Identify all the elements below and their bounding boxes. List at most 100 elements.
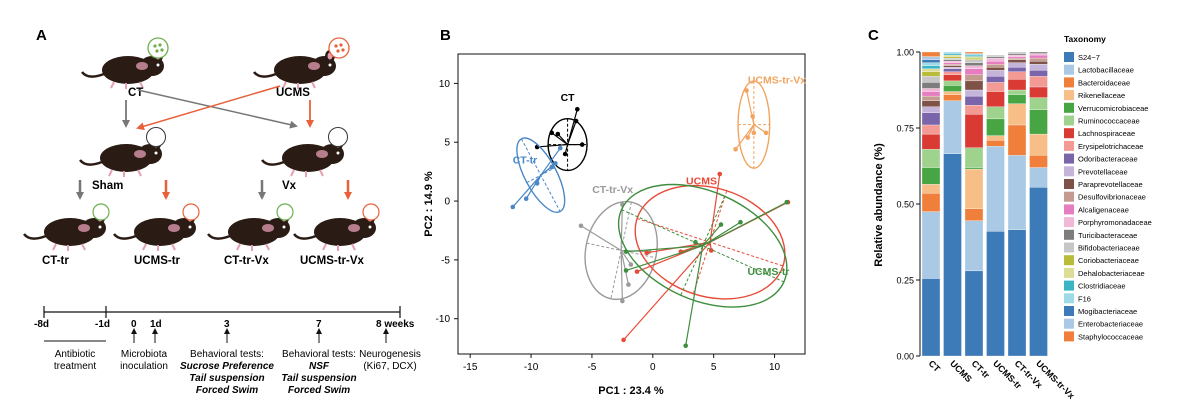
spoke-line xyxy=(625,245,703,272)
pca-groups: CT CT-tr CT-tr-Vx UCMS UCMS-tr UCMS-tr-Vx xyxy=(510,74,806,349)
bar-segment xyxy=(964,54,984,57)
bar-segment xyxy=(921,56,941,60)
bar-segment xyxy=(921,211,941,279)
bar-segment xyxy=(943,91,962,95)
bar-segment xyxy=(943,59,962,62)
spoke-line xyxy=(620,250,623,302)
spoke-line xyxy=(620,250,630,285)
legend-swatch xyxy=(1064,166,1074,177)
legend-swatch xyxy=(1064,242,1074,253)
legend-entry: Bacteroidaceae xyxy=(1078,78,1130,87)
bar-segment xyxy=(1007,57,1027,60)
panel-a-letter: A xyxy=(36,27,47,44)
bar-segment xyxy=(921,95,941,101)
spoke-line xyxy=(685,245,704,346)
bar-segment xyxy=(986,54,1005,57)
data-point xyxy=(621,337,626,343)
bar-segment xyxy=(1029,97,1048,110)
bar-segment xyxy=(1029,57,1048,62)
y-tick-label: 0.75 xyxy=(896,124,914,134)
bar-segment xyxy=(921,82,941,89)
mouse-ucms-icon xyxy=(252,48,338,91)
bar-segment xyxy=(964,57,984,60)
behavior-test: Tail suspension xyxy=(189,373,264,384)
pca-group-ucms-tr: UCMS-tr xyxy=(617,183,789,349)
x-tick-label: 5 xyxy=(711,362,717,373)
legend-entry: Bifidobacteriaceae xyxy=(1078,244,1140,253)
panel-a: A CT UCMS Sham Vx CT xyxy=(22,27,421,396)
group-label: UCMS-tr xyxy=(747,266,789,278)
bar-segment xyxy=(921,51,941,57)
group-label: UCMS-tr-Vx xyxy=(748,74,806,86)
y-tick-label: -5 xyxy=(441,255,450,266)
bar-segment xyxy=(986,64,1005,68)
empty-microbiota-icon xyxy=(328,127,348,147)
legend-swatch xyxy=(1064,179,1074,189)
spoke-line xyxy=(735,124,755,150)
bar-segment xyxy=(964,147,984,168)
legend-title: Taxonomy xyxy=(1064,34,1106,44)
bar-segment xyxy=(1007,62,1027,68)
group-label-ct: CT xyxy=(128,87,143,99)
legend-swatch xyxy=(1064,128,1074,139)
panel-b-letter: B xyxy=(440,27,451,44)
spoke-line xyxy=(537,143,568,148)
legend-entry: Prevotellaceae xyxy=(1078,167,1128,176)
bar-segment xyxy=(986,135,1005,141)
legend-swatch xyxy=(1064,77,1074,88)
data-point xyxy=(745,135,751,140)
legend-entry: S24−7 xyxy=(1078,53,1100,62)
bar-segment xyxy=(1029,76,1048,88)
y-tick-label: 0.50 xyxy=(896,200,914,210)
bar-segment xyxy=(964,95,984,106)
spoke-line xyxy=(540,147,561,176)
bar-segment xyxy=(1007,53,1027,56)
bar-segment xyxy=(964,208,984,221)
bar-segment xyxy=(943,71,962,75)
bar-segment xyxy=(986,60,1005,65)
bar-segment xyxy=(986,82,1005,92)
bar-segment xyxy=(1029,155,1048,168)
timeline-tick: 8 weeks xyxy=(376,319,415,330)
microbe-green-icon xyxy=(92,203,110,221)
bar-segment xyxy=(943,68,962,72)
data-point xyxy=(523,196,529,202)
bar-segment xyxy=(921,88,941,92)
bar-segment xyxy=(964,220,984,272)
bar-segment xyxy=(1007,155,1027,230)
bar-segment xyxy=(1007,71,1027,80)
legend-swatch xyxy=(1064,90,1074,101)
bar-segment xyxy=(964,114,984,148)
data-point xyxy=(763,130,769,136)
bar-segment xyxy=(921,124,941,135)
bar-segment xyxy=(921,184,941,194)
bar-segment xyxy=(1007,89,1027,95)
bar-segment xyxy=(943,65,962,68)
legend-swatch xyxy=(1064,293,1074,304)
bar-segment xyxy=(921,112,941,126)
bar-y-axis-title: Relative abundance (%) xyxy=(873,143,885,267)
pca-plot-frame xyxy=(457,53,806,355)
mouse-ct-tr-icon xyxy=(22,210,108,253)
bar-segment xyxy=(943,153,962,357)
legend-entry: Erysipelotrichaceae xyxy=(1078,142,1143,151)
bar-segment xyxy=(921,100,941,107)
arrow-ucms-to-sham xyxy=(136,85,281,131)
microbe-orange-icon xyxy=(182,203,200,221)
bar-segment xyxy=(1007,54,1027,57)
legend-swatch xyxy=(1064,267,1074,278)
microbiota-label: Microbiota xyxy=(121,349,168,360)
group-label: CT xyxy=(561,92,576,104)
data-point xyxy=(620,298,625,304)
data-point xyxy=(549,130,555,136)
bar-segment xyxy=(921,91,941,97)
legend-entry: Alcaligenaceae xyxy=(1078,205,1129,214)
bar-segment xyxy=(921,133,941,150)
data-point xyxy=(750,114,755,119)
microbe-orange-icon xyxy=(328,37,350,59)
spoke-line xyxy=(620,250,632,265)
group-label-vx: Vx xyxy=(282,180,297,192)
pca-group-ct-tr-vx: CT-tr-Vx xyxy=(578,184,658,304)
arrow-ct-to-vx xyxy=(137,89,298,129)
